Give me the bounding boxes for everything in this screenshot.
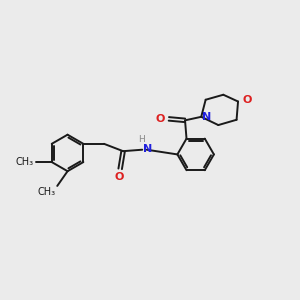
Text: N: N: [143, 144, 152, 154]
Text: O: O: [156, 114, 165, 124]
Text: H: H: [138, 135, 145, 144]
Text: N: N: [202, 112, 211, 122]
Text: CH₃: CH₃: [16, 157, 34, 167]
Text: O: O: [242, 95, 251, 105]
Text: CH₃: CH₃: [38, 188, 56, 197]
Text: O: O: [114, 172, 123, 182]
